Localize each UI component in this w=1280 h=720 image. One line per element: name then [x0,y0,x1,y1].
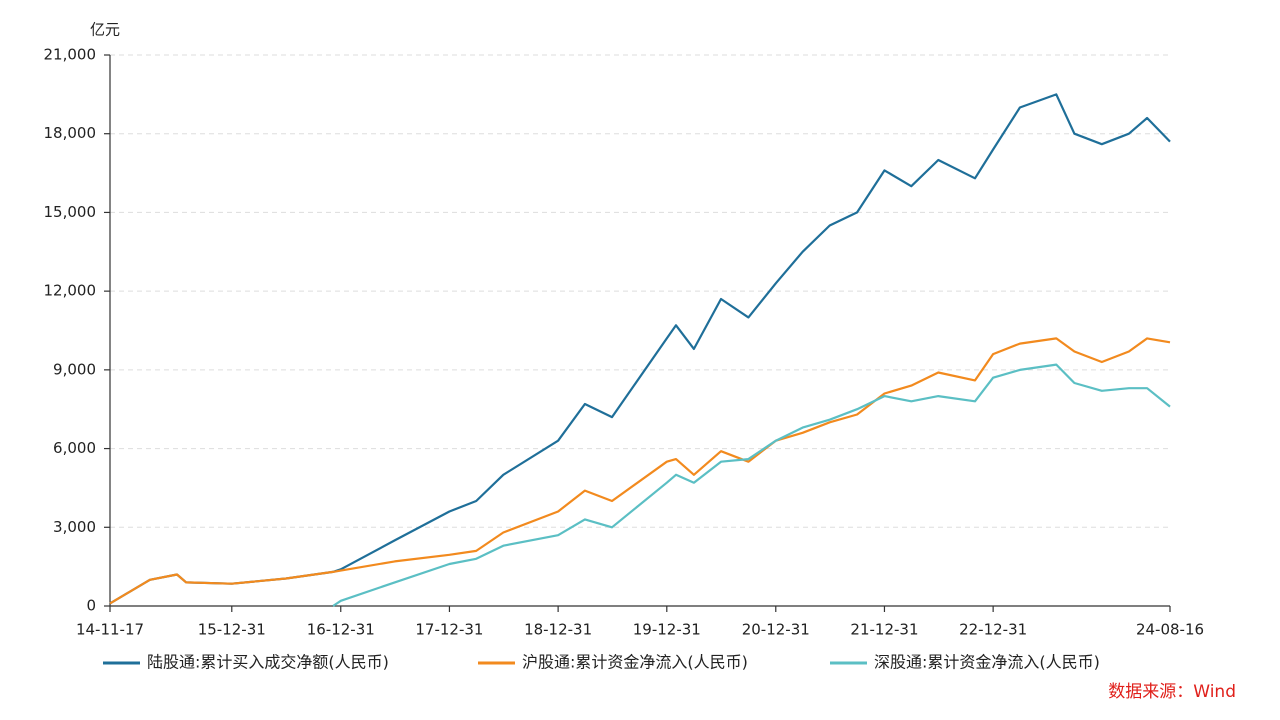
x-tick-label: 21-12-31 [850,621,918,639]
y-tick-label: 3,000 [53,518,96,536]
x-tick-label: 16-12-31 [307,621,375,639]
x-tick-label: 14-11-17 [76,621,144,639]
x-tick-label: 22-12-31 [959,621,1027,639]
legend-label: 陆股通:累计买入成交净额(人民币) [147,653,389,672]
y-axis-unit: 亿元 [90,21,120,39]
x-tick-label: 20-12-31 [742,621,810,639]
legend-label: 沪股通:累计资金净流入(人民币) [522,653,748,672]
x-tick-label: 24-08-16 [1136,621,1204,639]
x-tick-label: 19-12-31 [633,621,701,639]
y-tick-label: 12,000 [44,282,97,300]
source-note: 数据来源：Wind [1108,682,1236,702]
y-tick-label: 21,000 [44,46,97,64]
y-tick-label: 15,000 [44,203,97,221]
series-line [332,363,1171,607]
y-tick-label: 0 [86,597,96,615]
series-line [109,337,1171,605]
x-tick-label: 17-12-31 [415,621,483,639]
legend-label: 深股通:累计资金净流入(人民币) [874,653,1100,672]
y-tick-label: 18,000 [44,124,97,142]
y-tick-label: 6,000 [53,439,96,457]
y-tick-label: 9,000 [53,360,96,378]
x-tick-label: 15-12-31 [198,621,266,639]
x-tick-label: 18-12-31 [524,621,592,639]
